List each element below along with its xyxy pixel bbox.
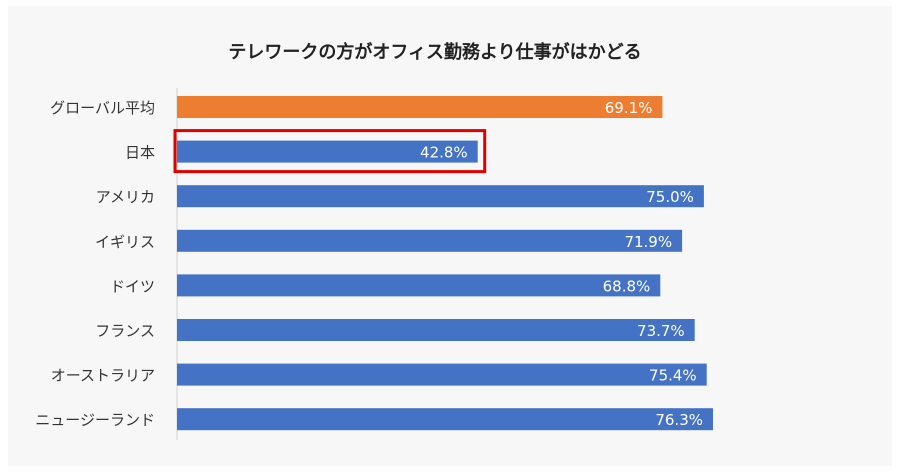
data-label: 76.3% <box>655 411 703 429</box>
category-label: フランス <box>95 322 155 340</box>
bars-layer: グローバル平均 69.1% 日本 42.8% アメリカ 75.0% イギリス 71.9% ドイツ… <box>35 96 713 431</box>
bar <box>177 408 713 431</box>
bar <box>177 140 478 163</box>
category-label: ニュージーランド <box>35 411 155 429</box>
highlight-box <box>173 129 487 174</box>
category-label: イギリス <box>95 233 155 251</box>
bar <box>177 185 704 208</box>
data-label: 42.8% <box>420 144 468 162</box>
bar <box>177 363 707 386</box>
category-label: 日本 <box>125 144 155 162</box>
data-label: 71.9% <box>624 233 672 251</box>
data-label: 75.4% <box>649 367 697 385</box>
category-label: グローバル平均 <box>50 99 155 117</box>
bar <box>177 274 661 297</box>
bar <box>177 229 683 252</box>
chart-title: テレワークの方がオフィス勤務より仕事がはかどる <box>228 41 641 63</box>
data-label: 75.0% <box>646 188 694 206</box>
bar <box>177 96 663 118</box>
bar <box>177 319 695 341</box>
data-label: 68.8% <box>603 277 651 295</box>
category-label: ドイツ <box>110 277 155 295</box>
data-label: 69.1% <box>605 99 653 117</box>
data-label: 73.7% <box>637 322 685 340</box>
category-label: オーストラリア <box>51 367 155 385</box>
category-label: アメリカ <box>96 188 155 206</box>
